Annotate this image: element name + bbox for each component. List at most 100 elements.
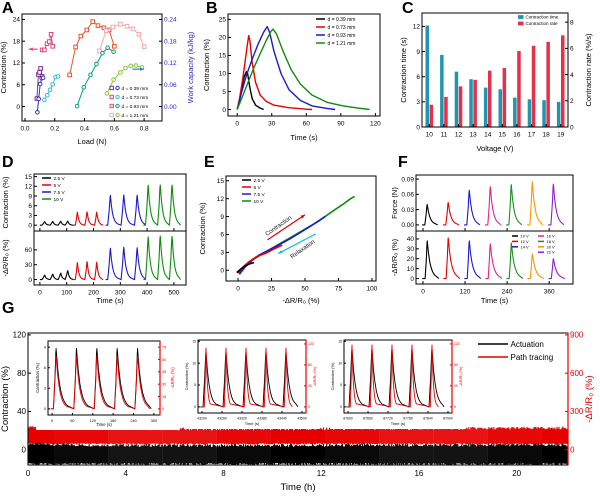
svg-text:12: 12 bbox=[413, 24, 421, 31]
svg-text:15: 15 bbox=[192, 340, 196, 344]
svg-text:0.06: 0.06 bbox=[401, 192, 414, 199]
svg-text:500: 500 bbox=[169, 290, 180, 297]
svg-text:25: 25 bbox=[219, 17, 227, 24]
svg-text:240: 240 bbox=[130, 419, 136, 423]
svg-text:Relaxation: Relaxation bbox=[290, 239, 317, 260]
svg-text:120: 120 bbox=[13, 331, 27, 340]
svg-text:5 V: 5 V bbox=[54, 183, 62, 189]
svg-text:0: 0 bbox=[340, 405, 342, 409]
svg-text:60: 60 bbox=[25, 247, 33, 254]
svg-text:400: 400 bbox=[142, 290, 153, 297]
svg-text:180: 180 bbox=[110, 419, 116, 423]
panel-g-label: G bbox=[2, 300, 15, 317]
svg-text:Contraction (%): Contraction (%) bbox=[0, 41, 8, 94]
svg-text:Load (N): Load (N) bbox=[77, 137, 107, 146]
panel-e-label: E bbox=[204, 154, 215, 171]
panel-g-inset-2: 43200 43260 43320 43380 43440 43500 Time (s) 0 5… bbox=[184, 336, 320, 429]
svg-text:3: 3 bbox=[220, 250, 224, 257]
svg-text:5 V: 5 V bbox=[254, 185, 262, 191]
svg-text:43200: 43200 bbox=[197, 416, 207, 420]
svg-text:19: 19 bbox=[557, 132, 565, 139]
svg-text:24: 24 bbox=[13, 17, 21, 24]
svg-text:15: 15 bbox=[217, 178, 225, 185]
svg-text:Actuation: Actuation bbox=[511, 340, 544, 349]
svg-text:14: 14 bbox=[484, 132, 492, 139]
svg-text:Contraction: Contraction bbox=[265, 215, 294, 238]
panel-g-chart: 0 4 8 12 16 20 Time (h) 0 40 80 120 Contraction (%)… bbox=[0, 331, 595, 493]
svg-text:Time (s): Time (s) bbox=[290, 133, 318, 142]
svg-text:Contraction rate (%/s): Contraction rate (%/s) bbox=[584, 33, 593, 106]
svg-text:90: 90 bbox=[337, 121, 345, 128]
svg-text:30: 30 bbox=[407, 246, 415, 253]
svg-text:Path tracing: Path tracing bbox=[511, 353, 554, 362]
svg-text:0: 0 bbox=[308, 405, 310, 409]
svg-text:-ΔR/R₀ (%): -ΔR/R₀ (%) bbox=[170, 367, 175, 389]
svg-text:0: 0 bbox=[235, 121, 239, 128]
svg-text:60: 60 bbox=[303, 121, 311, 128]
svg-text:0.24: 0.24 bbox=[164, 17, 177, 24]
svg-text:120: 120 bbox=[308, 342, 314, 346]
svg-text:3: 3 bbox=[44, 387, 46, 391]
svg-text:25: 25 bbox=[268, 286, 276, 293]
svg-text:20 V: 20 V bbox=[547, 244, 556, 249]
svg-text:0: 0 bbox=[16, 104, 20, 111]
svg-text:18 V: 18 V bbox=[547, 239, 556, 244]
panel-a-label: A bbox=[2, 0, 14, 17]
svg-text:87720: 87720 bbox=[383, 416, 393, 420]
svg-text:12: 12 bbox=[217, 196, 225, 203]
svg-text:Time (s): Time (s) bbox=[96, 296, 124, 305]
svg-text:43260: 43260 bbox=[217, 416, 227, 420]
svg-text:300: 300 bbox=[570, 407, 584, 416]
svg-text:0: 0 bbox=[220, 268, 224, 275]
svg-text:d = 1.21 mm: d = 1.21 mm bbox=[328, 41, 356, 47]
panel-b-chart: 0 30 60 90 120 Time (s) 0 5 10 15 20 25 Contraction … bbox=[202, 13, 381, 142]
svg-text:120: 120 bbox=[90, 419, 96, 423]
svg-text:16: 16 bbox=[513, 132, 521, 139]
svg-text:0: 0 bbox=[162, 407, 164, 411]
svg-text:30: 30 bbox=[268, 121, 276, 128]
svg-text:Contraction (%): Contraction (%) bbox=[330, 362, 335, 390]
svg-text:7.5 V: 7.5 V bbox=[54, 190, 66, 196]
svg-text:120: 120 bbox=[370, 121, 381, 128]
svg-text:45: 45 bbox=[162, 370, 166, 374]
svg-text:-ΔR/R₀ (%): -ΔR/R₀ (%) bbox=[458, 366, 463, 387]
panel-c-label: C bbox=[402, 0, 414, 17]
svg-text:5: 5 bbox=[222, 89, 226, 96]
svg-text:15: 15 bbox=[25, 174, 33, 181]
svg-text:12: 12 bbox=[25, 184, 33, 191]
svg-text:120: 120 bbox=[460, 289, 471, 296]
svg-text:6: 6 bbox=[44, 366, 46, 370]
svg-text:600: 600 bbox=[570, 369, 584, 378]
svg-text:2.5 V: 2.5 V bbox=[254, 178, 266, 184]
svg-text:12: 12 bbox=[317, 469, 326, 478]
svg-text:0: 0 bbox=[51, 419, 53, 423]
svg-text:3: 3 bbox=[416, 99, 420, 106]
svg-text:8: 8 bbox=[570, 19, 574, 26]
svg-text:0: 0 bbox=[194, 405, 196, 409]
svg-text:87600: 87600 bbox=[343, 416, 353, 420]
svg-text:6: 6 bbox=[28, 203, 32, 210]
svg-text:-ΔR/R₀ (%): -ΔR/R₀ (%) bbox=[282, 296, 320, 305]
svg-text:10: 10 bbox=[192, 361, 196, 365]
svg-text:40: 40 bbox=[454, 384, 458, 388]
svg-text:0: 0 bbox=[38, 290, 42, 297]
svg-text:13: 13 bbox=[469, 132, 477, 139]
svg-text:75: 75 bbox=[162, 345, 166, 349]
svg-text:22 V: 22 V bbox=[547, 250, 556, 255]
svg-text:2: 2 bbox=[570, 98, 574, 105]
panel-b-label: B bbox=[206, 0, 218, 17]
panel-c-chart: 10 11 12 13 14 15 16 17 18 19 Voltage (V) 0 3 6 9 12 Con… bbox=[400, 12, 593, 153]
svg-text:Contraction (%): Contraction (%) bbox=[0, 366, 11, 432]
svg-text:Time (s): Time (s) bbox=[96, 422, 112, 427]
svg-text:9: 9 bbox=[44, 345, 46, 349]
svg-text:120: 120 bbox=[454, 342, 460, 346]
svg-text:12: 12 bbox=[13, 60, 21, 67]
svg-text:30: 30 bbox=[162, 382, 166, 386]
svg-text:d = 0.93 mm: d = 0.93 mm bbox=[328, 33, 356, 39]
panel-a: A 0.0 0.2 0.4 0.6 0.8 Load (N) 0 6 12 18 24 Contrac… bbox=[0, 0, 200, 158]
svg-text:60: 60 bbox=[162, 358, 166, 362]
svg-text:6: 6 bbox=[416, 74, 420, 81]
panel-c: C 10 11 12 13 14 15 16 17 18 19 Voltage (V) 0 3 6 9 12 C… bbox=[400, 0, 600, 158]
